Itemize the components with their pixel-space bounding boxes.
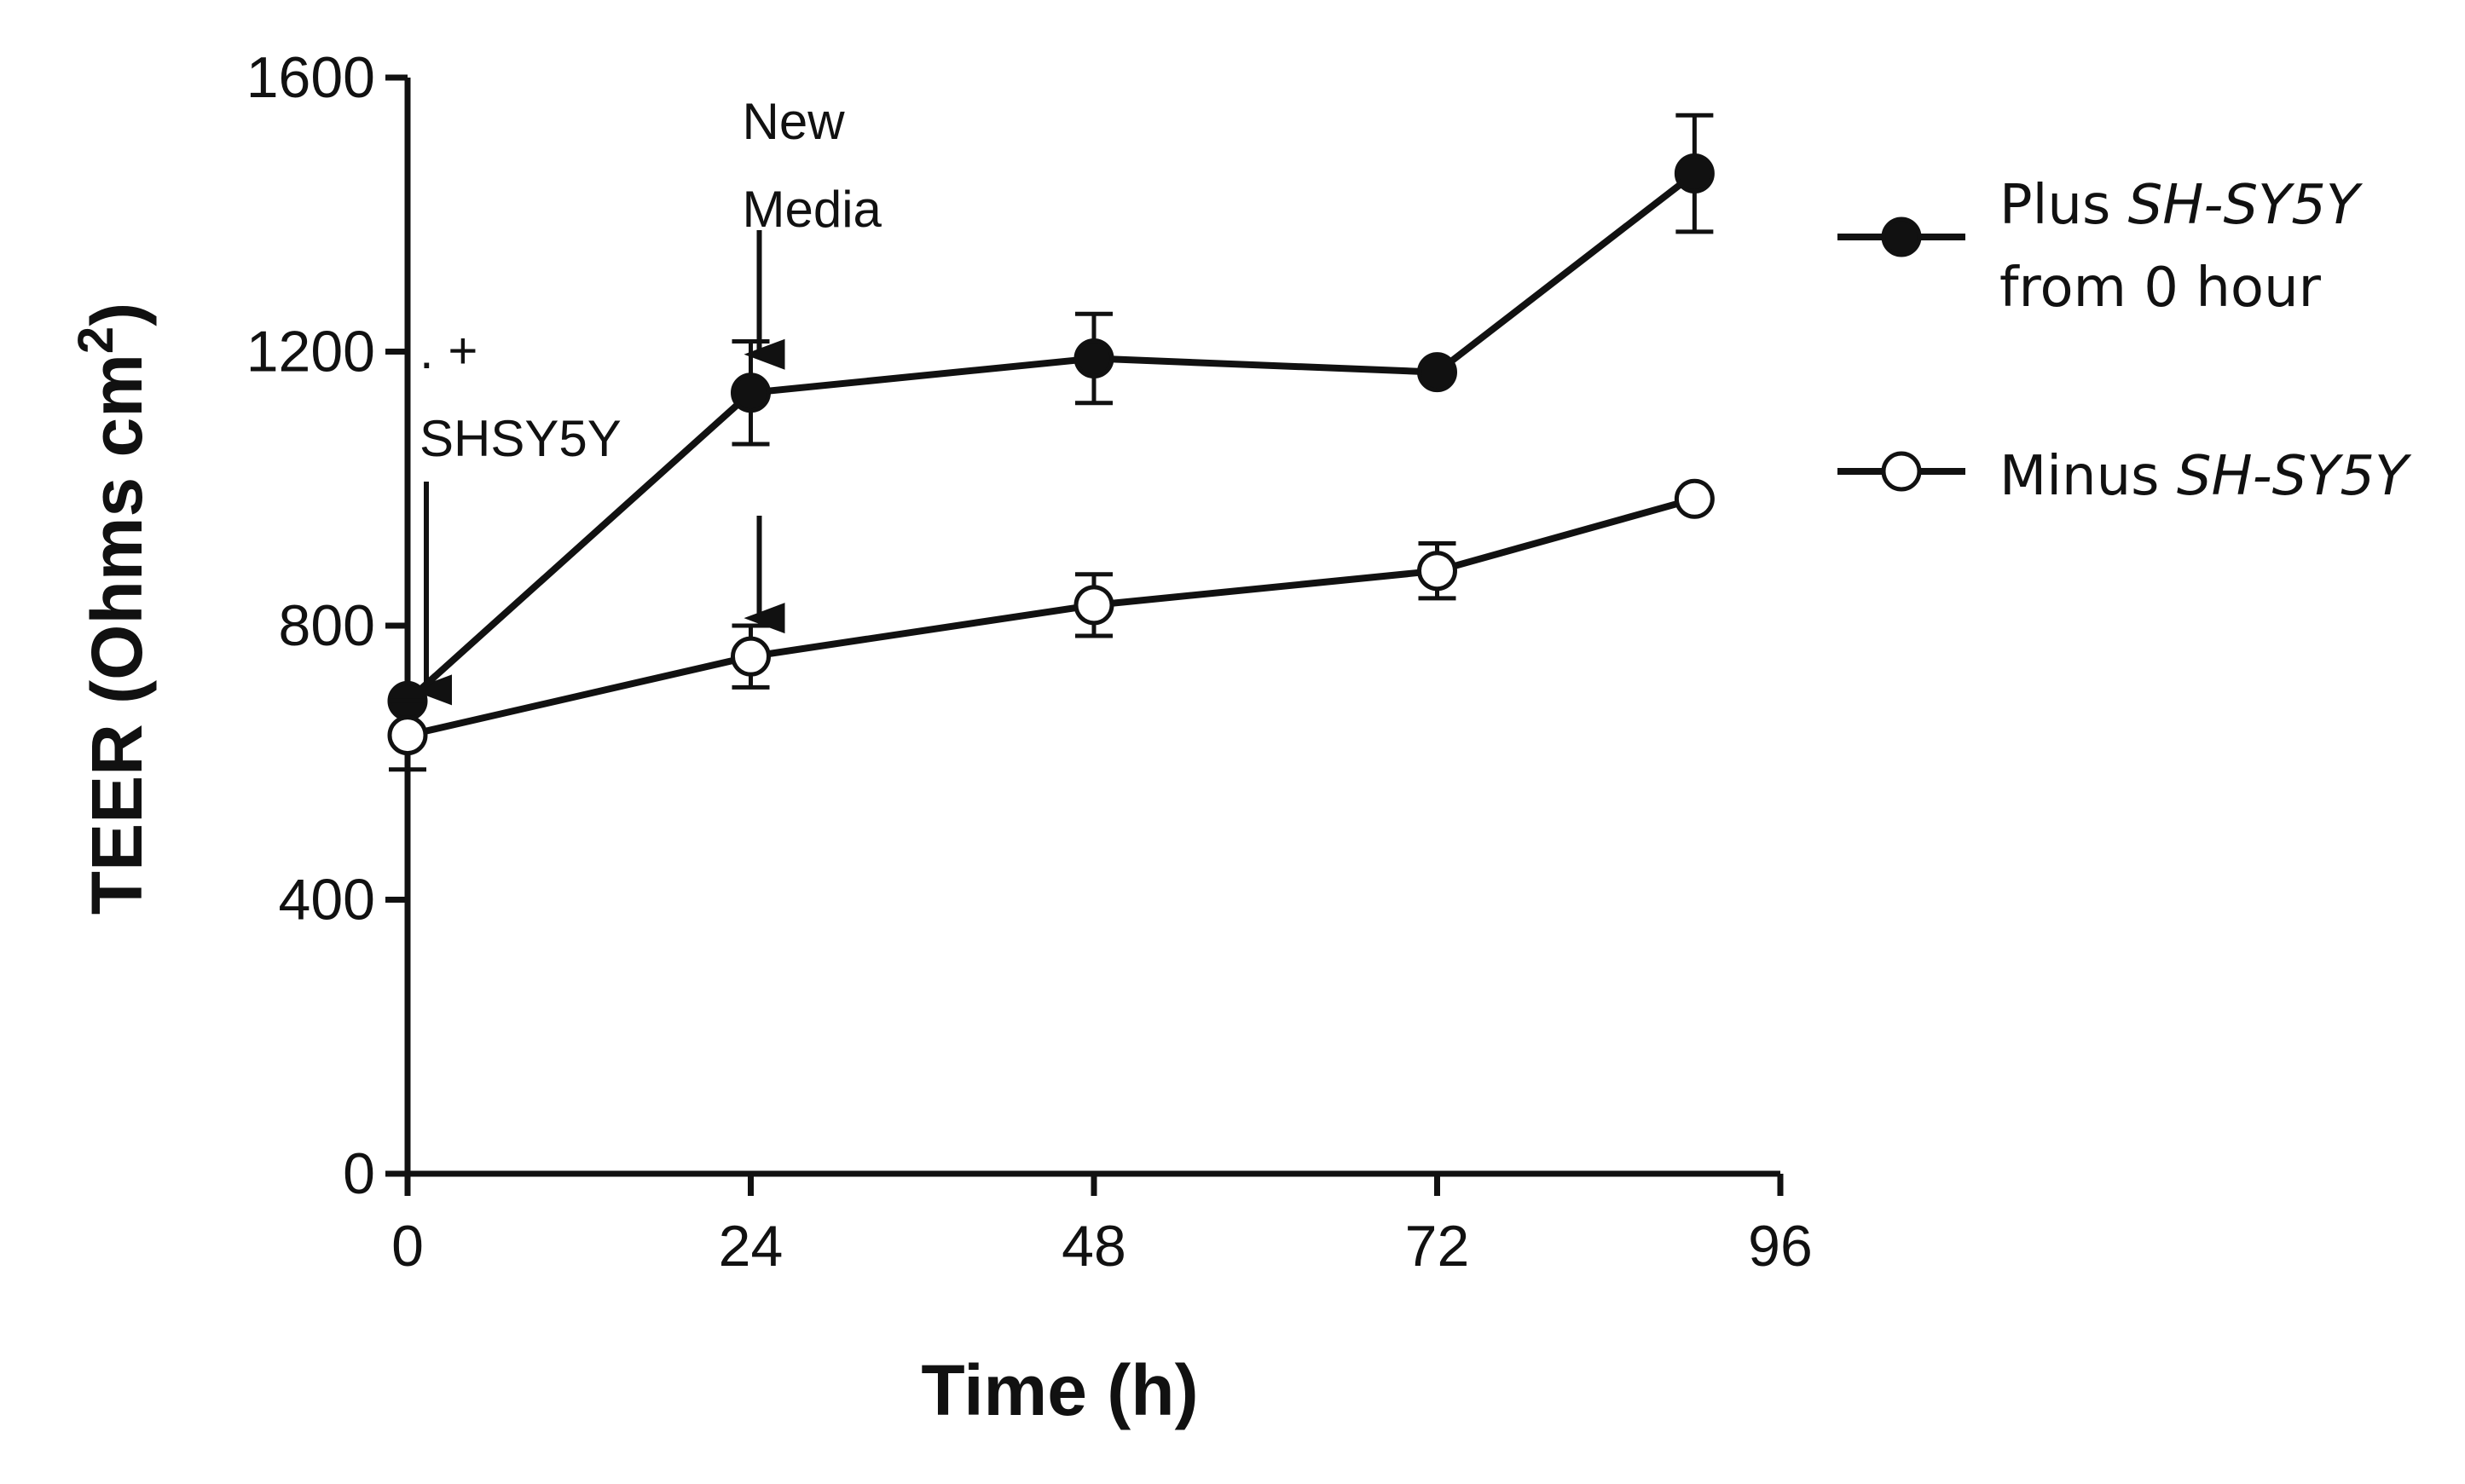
legend-label: Plus SH-SY5Y: [1999, 174, 2364, 237]
x-axis-ticks: 0 24 48 72 96: [391, 1174, 1813, 1279]
annotation-label: New: [743, 93, 846, 150]
series-line: [407, 495, 1696, 739]
x-tick-label: 0: [391, 1214, 424, 1279]
x-tick-label: 24: [719, 1214, 784, 1279]
legend-marker: [1881, 217, 1922, 257]
legend-marker: [1881, 451, 1922, 492]
legend-label-italic: SH-SY5Y: [2128, 174, 2364, 237]
legend: Plus SH-SY5Y from 0 hour Minus SH-SY5Y: [1837, 174, 2412, 508]
legend-label-italic: SH-SY5Y: [2177, 445, 2412, 508]
axes: 0 400 800 1200 1600 0 24 48 72 96: [246, 45, 1813, 1279]
x-tick-label: 72: [1405, 1214, 1470, 1279]
annotation-label: SHSY5Y: [420, 410, 622, 467]
data-point: [1674, 153, 1715, 194]
annotation-label: . +: [420, 322, 477, 379]
data-point: [387, 715, 428, 756]
legend-label: Minus SH-SY5Y: [1999, 445, 2412, 508]
y-tick-label: 1600: [246, 45, 375, 110]
data-point: [1073, 585, 1114, 626]
annotation-new-media: New Media: [743, 93, 882, 634]
legend-label-plain: from 0 hour: [1999, 257, 2322, 320]
annotation-add-shsy5y: . + SHSY5Y: [411, 322, 622, 706]
data-point: [1417, 352, 1457, 393]
series-plus-sh-sy5y: [387, 113, 1715, 721]
series-minus-sh-sy5y: [387, 478, 1715, 772]
data-point: [1417, 551, 1457, 592]
legend-label: from 0 hour: [1999, 257, 2322, 320]
x-tick-label: 48: [1062, 1214, 1126, 1279]
legend-entry-plus-sh-sy5y: Plus SH-SY5Y from 0 hour: [1837, 174, 2364, 320]
annotation-label: Media: [743, 181, 882, 238]
annotations: New Media . + SHSY5Y: [411, 93, 882, 706]
y-tick-label: 0: [343, 1141, 375, 1206]
y-tick-label: 800: [279, 593, 375, 658]
y-axis-ticks: 0 400 800 1200 1600: [246, 45, 408, 1206]
legend-entry-minus-sh-sy5y: Minus SH-SY5Y: [1837, 445, 2412, 508]
y-axis-title-close: ): [77, 303, 157, 326]
data-point: [1073, 338, 1114, 379]
data-point: [731, 372, 771, 413]
y-axis-title: TEER (Ohms cm2): [68, 303, 157, 915]
y-axis-title-superscript: 2: [68, 326, 124, 354]
y-tick-label: 1200: [246, 320, 375, 384]
data-point: [1674, 478, 1715, 519]
legend-label-plain: Minus: [1999, 445, 2177, 508]
legend-label-plain: Plus: [1999, 174, 2128, 237]
y-axis-title-main: TEER (Ohms cm: [77, 354, 157, 915]
data-point: [731, 636, 771, 677]
x-tick-label: 96: [1748, 1214, 1813, 1279]
y-tick-label: 400: [279, 868, 375, 933]
plot-area: [387, 113, 1715, 772]
x-axis-title: Time (h): [921, 1350, 1198, 1430]
